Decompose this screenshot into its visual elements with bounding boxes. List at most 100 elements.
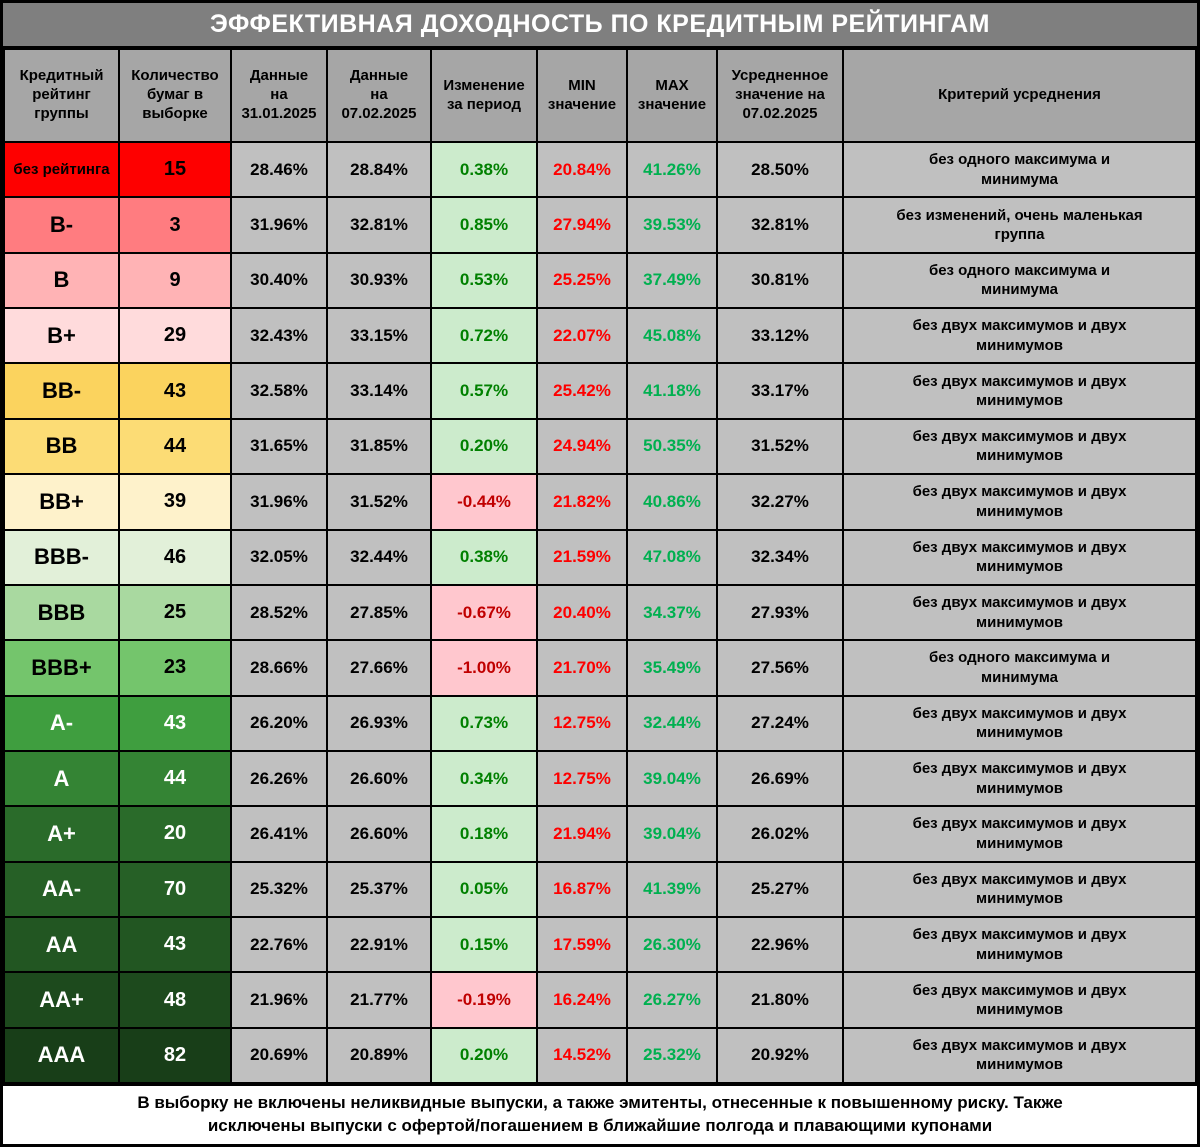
cell-avg: 21.80%: [716, 971, 844, 1029]
cell-curr: 30.93%: [326, 251, 432, 310]
cell-criteria: без двух максимумов и двух минимумов: [842, 971, 1197, 1029]
cell-rating: AA: [3, 916, 120, 974]
cell-max: 40.86%: [626, 473, 718, 531]
cell-prev: 25.32%: [230, 860, 328, 919]
cell-rating: BBB-: [3, 528, 120, 586]
cell-change: 0.57%: [430, 362, 538, 420]
cell-min: 25.42%: [536, 362, 628, 420]
cell-rating: A+: [3, 805, 120, 863]
cell-max: 34.37%: [626, 583, 718, 642]
table-row: A 44 26.26% 26.60% 0.34% 12.75% 39.04% 26.69% бе…: [3, 749, 1197, 808]
cell-curr: 25.37%: [326, 860, 432, 919]
cell-change: 0.15%: [430, 916, 538, 974]
cell-avg: 20.92%: [716, 1026, 844, 1085]
cell-min: 21.59%: [536, 528, 628, 586]
cell-count: 44: [118, 417, 232, 476]
cell-criteria: без одного максимума и минимума: [842, 140, 1197, 199]
cell-curr: 31.85%: [326, 417, 432, 476]
cell-change: 0.18%: [430, 805, 538, 863]
cell-count: 48: [118, 971, 232, 1029]
table-body: без рейтинга 15 28.46% 28.84% 0.38% 20.84% 41.…: [3, 140, 1197, 1085]
column-header-max: MAX значение: [626, 48, 718, 143]
table-row: BB+ 39 31.96% 31.52% -0.44% 21.82% 40.86% 32.27…: [3, 473, 1197, 531]
cell-prev: 22.76%: [230, 916, 328, 974]
cell-count: 9: [118, 251, 232, 310]
cell-max: 26.30%: [626, 916, 718, 974]
cell-count: 29: [118, 307, 232, 365]
cell-change: 0.34%: [430, 749, 538, 808]
cell-prev: 31.96%: [230, 473, 328, 531]
cell-curr: 26.93%: [326, 694, 432, 752]
cell-min: 20.84%: [536, 140, 628, 199]
cell-max: 32.44%: [626, 694, 718, 752]
cell-rating: без рейтинга: [3, 140, 120, 199]
cell-max: 37.49%: [626, 251, 718, 310]
cell-change: -0.67%: [430, 583, 538, 642]
cell-avg: 22.96%: [716, 916, 844, 974]
cell-max: 50.35%: [626, 417, 718, 476]
cell-count: 15: [118, 140, 232, 199]
cell-curr: 22.91%: [326, 916, 432, 974]
cell-avg: 32.34%: [716, 528, 844, 586]
cell-change: 0.73%: [430, 694, 538, 752]
cell-curr: 26.60%: [326, 805, 432, 863]
table-row: AA+ 48 21.96% 21.77% -0.19% 16.24% 26.27% 21.80…: [3, 971, 1197, 1029]
cell-criteria: без изменений, очень маленькая группа: [842, 196, 1197, 254]
column-header-avg: Усредненное значение на 07.02.2025: [716, 48, 844, 143]
cell-avg: 27.56%: [716, 639, 844, 697]
ratings-table: Кредитный рейтинг группы Количество бумаг…: [3, 48, 1197, 1085]
cell-curr: 27.85%: [326, 583, 432, 642]
cell-criteria: без двух максимумов и двух минимумов: [842, 583, 1197, 642]
cell-change: 0.20%: [430, 417, 538, 476]
cell-curr: 20.89%: [326, 1026, 432, 1085]
table-row: AAA 82 20.69% 20.89% 0.20% 14.52% 25.32% 20.92%…: [3, 1026, 1197, 1085]
cell-avg: 32.27%: [716, 473, 844, 531]
cell-avg: 33.12%: [716, 307, 844, 365]
cell-prev: 20.69%: [230, 1026, 328, 1085]
cell-change: -0.44%: [430, 473, 538, 531]
cell-max: 47.08%: [626, 528, 718, 586]
cell-change: 0.85%: [430, 196, 538, 254]
cell-min: 27.94%: [536, 196, 628, 254]
cell-count: 70: [118, 860, 232, 919]
cell-curr: 28.84%: [326, 140, 432, 199]
column-header-rating: Кредитный рейтинг группы: [3, 48, 120, 143]
table-row: AA 43 22.76% 22.91% 0.15% 17.59% 26.30% 22.96% б…: [3, 916, 1197, 974]
cell-min: 21.94%: [536, 805, 628, 863]
cell-curr: 32.81%: [326, 196, 432, 254]
cell-avg: 33.17%: [716, 362, 844, 420]
cell-avg: 28.50%: [716, 140, 844, 199]
table-row: BBB 25 28.52% 27.85% -0.67% 20.40% 34.37% 27.93…: [3, 583, 1197, 642]
cell-min: 25.25%: [536, 251, 628, 310]
cell-criteria: без двух максимумов и двух минимумов: [842, 528, 1197, 586]
header-row: Кредитный рейтинг группы Количество бумаг…: [3, 48, 1197, 143]
cell-rating: BB: [3, 417, 120, 476]
cell-rating: B+: [3, 307, 120, 365]
cell-rating: AA-: [3, 860, 120, 919]
cell-count: 39: [118, 473, 232, 531]
cell-max: 41.18%: [626, 362, 718, 420]
cell-count: 20: [118, 805, 232, 863]
cell-prev: 28.66%: [230, 639, 328, 697]
cell-rating: AA+: [3, 971, 120, 1029]
cell-criteria: без двух максимумов и двух минимумов: [842, 1026, 1197, 1085]
table-row: A+ 20 26.41% 26.60% 0.18% 21.94% 39.04% 26.02% б…: [3, 805, 1197, 863]
cell-change: -1.00%: [430, 639, 538, 697]
cell-curr: 33.14%: [326, 362, 432, 420]
cell-curr: 33.15%: [326, 307, 432, 365]
footnote: В выборку не включены неликвидные выпуск…: [3, 1084, 1197, 1144]
table-row: B- 3 31.96% 32.81% 0.85% 27.94% 39.53% 32.81% бе…: [3, 196, 1197, 254]
cell-max: 39.04%: [626, 805, 718, 863]
cell-change: 0.72%: [430, 307, 538, 365]
cell-max: 41.39%: [626, 860, 718, 919]
cell-min: 16.87%: [536, 860, 628, 919]
cell-criteria: без двух максимумов и двух минимумов: [842, 805, 1197, 863]
cell-criteria: без двух максимумов и двух минимумов: [842, 749, 1197, 808]
cell-min: 21.70%: [536, 639, 628, 697]
cell-prev: 26.26%: [230, 749, 328, 808]
cell-rating: BBB: [3, 583, 120, 642]
cell-min: 14.52%: [536, 1026, 628, 1085]
cell-criteria: без двух максимумов и двух минимумов: [842, 916, 1197, 974]
cell-max: 25.32%: [626, 1026, 718, 1085]
